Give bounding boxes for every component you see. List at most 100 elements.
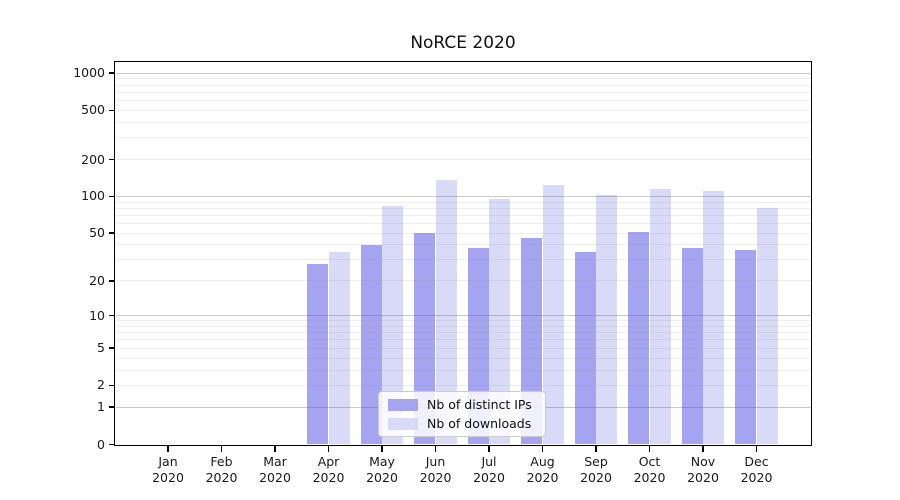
x-tick-month: May [369, 454, 395, 469]
bar-distinct-ips-sep [574, 251, 596, 445]
y-tick-mark [109, 347, 115, 349]
bar-distinct-ips-apr [307, 263, 329, 445]
gridline-minor [115, 91, 811, 93]
y-tick-label: 200 [81, 151, 105, 167]
gridline-minor [115, 84, 811, 86]
bar-downloads-apr [328, 251, 350, 445]
x-tick-mark [220, 446, 223, 452]
gridline-minor [115, 201, 811, 203]
gridline-minor [115, 207, 811, 209]
x-tick-year: 2020 [633, 469, 666, 485]
y-tick-mark [109, 195, 115, 198]
gridline-minor [115, 214, 811, 216]
x-tick-label: Jan 2020 [138, 454, 198, 485]
legend-item-distinct-ips: Nb of distinct IPs [388, 397, 536, 412]
x-tick-year: 2020 [419, 469, 452, 485]
bar-downloads-sep [596, 194, 618, 445]
y-tick-label: 1 [97, 399, 105, 415]
gridline-minor [115, 347, 811, 349]
x-tick-mark [434, 446, 437, 452]
x-tick-label: Apr 2020 [299, 454, 359, 485]
bar-downloads-aug [542, 184, 564, 445]
legend: Nb of distinct IPs Nb of downloads [378, 391, 546, 437]
x-tick-label: Mar 2020 [245, 454, 305, 485]
x-tick-label: Aug 2020 [513, 454, 573, 485]
bar-downloads-dec [756, 207, 778, 445]
x-tick-mark [327, 446, 330, 452]
y-tick-label: 500 [81, 102, 105, 118]
legend-swatch-distinct-ips [388, 398, 418, 411]
x-tick-month: Nov [690, 454, 716, 469]
x-tick-month: Jan [158, 454, 178, 469]
gridline-minor [115, 280, 811, 282]
gridline-minor [115, 232, 811, 234]
x-tick-label: Jun 2020 [406, 454, 466, 485]
y-tick-mark [109, 314, 115, 317]
chart-title: NoRCE 2020 [410, 33, 516, 53]
x-tick-label: Oct 2020 [620, 454, 680, 485]
x-tick-month: Mar [263, 454, 287, 469]
x-tick-mark [274, 446, 276, 452]
gridline-minor [115, 259, 811, 261]
bar-distinct-ips-may [360, 244, 382, 445]
x-tick-year: 2020 [152, 469, 184, 485]
gridline-minor [115, 325, 811, 327]
x-tick-label: Dec 2020 [727, 454, 787, 485]
y-tick-mark [109, 384, 115, 387]
bar-downloads-oct [649, 189, 671, 445]
x-tick-mark [381, 446, 383, 452]
bar-downloads-may [382, 205, 404, 445]
y-tick-label: 1000 [73, 65, 105, 81]
x-tick-month: Apr [317, 454, 340, 469]
y-tick-mark [109, 232, 115, 234]
x-tick-mark [488, 446, 490, 452]
x-tick-month: Jul [481, 454, 497, 469]
x-tick-label: Nov 2020 [673, 454, 733, 485]
x-tick-label: Feb 2020 [192, 454, 252, 485]
y-tick-label: 10 [89, 307, 105, 323]
y-tick-label: 2 [97, 377, 105, 393]
gridline-minor [115, 339, 811, 341]
x-tick-mark [755, 446, 758, 452]
gridline-minor [115, 78, 811, 80]
y-tick-label: 20 [89, 272, 105, 288]
x-tick-year: 2020 [526, 469, 559, 485]
gridline-minor [115, 369, 811, 371]
y-tick-mark [109, 443, 115, 446]
bar-distinct-ips-oct [628, 232, 650, 445]
gridline-major [115, 72, 811, 74]
y-tick-label: 50 [89, 225, 105, 241]
gridline-minor [115, 223, 811, 225]
gridline-minor [115, 121, 811, 123]
gridline-minor [115, 109, 811, 111]
bar-downloads-jun [435, 180, 457, 445]
x-tick-month: Dec [744, 454, 769, 469]
x-tick-year: 2020 [366, 469, 398, 485]
bar-downloads-nov [703, 191, 725, 445]
x-tick-year: 2020 [580, 469, 612, 485]
y-tick-mark [109, 72, 115, 75]
legend-label-distinct-ips: Nb of distinct IPs [427, 397, 532, 412]
x-tick-month: Aug [530, 454, 555, 469]
y-tick-mark [109, 280, 115, 282]
x-tick-month: Jun [425, 454, 446, 469]
x-tick-mark [702, 446, 704, 452]
bar-downloads-jul [489, 198, 511, 445]
x-tick-year: 2020 [687, 469, 719, 485]
legend-item-downloads: Nb of downloads [388, 416, 536, 431]
x-tick-year: 2020 [259, 469, 291, 485]
y-tick-label: 100 [81, 188, 105, 204]
gridline-major [115, 315, 811, 317]
x-tick-mark [167, 446, 169, 452]
x-tick-month: Oct [638, 454, 661, 469]
x-tick-mark [541, 446, 544, 452]
x-tick-month: Sep [584, 454, 608, 469]
gridline-minor [115, 244, 811, 246]
gridline-minor [115, 137, 811, 139]
x-tick-label: Sep 2020 [566, 454, 626, 485]
gridline-minor [115, 100, 811, 102]
gridline-minor [115, 357, 811, 359]
y-tick-mark [109, 109, 115, 112]
bar-distinct-ips-dec [735, 250, 757, 445]
